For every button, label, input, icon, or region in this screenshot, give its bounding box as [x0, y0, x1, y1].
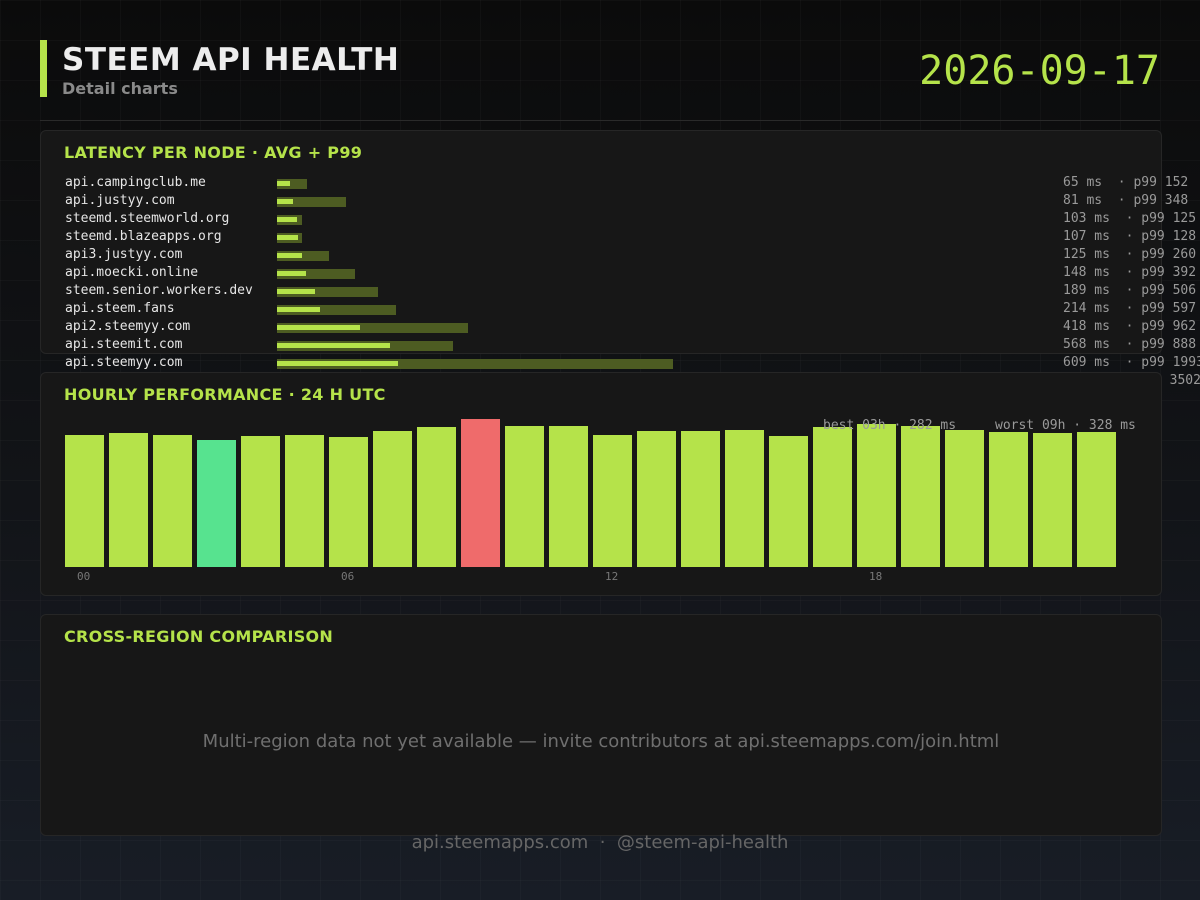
latency-avg-bar: [277, 181, 290, 186]
page-subtitle: Detail charts: [62, 79, 178, 98]
latency-p99-bar: [277, 179, 308, 189]
latency-avg-bar: [277, 289, 315, 294]
hourly-bar: [241, 435, 280, 567]
latency-p99-bar: [277, 359, 673, 369]
report-date: 2026-09-17: [919, 48, 1160, 94]
hourly-bar: [901, 426, 940, 567]
hourly-bar: [725, 430, 764, 567]
hourly-panel-title: HOURLY PERFORMANCE · 24 H UTC: [64, 385, 386, 404]
latency-avg-bar: [277, 199, 294, 204]
header-accent-bar: [40, 40, 47, 97]
latency-row: api.steemyy.com 609 ms · p99 1993: [41, 355, 1200, 373]
latency-stats: 103 ms · p99 125: [1063, 211, 1197, 226]
latency-row: steem.senior.workers.dev 189 ms · p99 506: [41, 283, 1200, 301]
latency-p99-bar: [277, 197, 347, 207]
hourly-bar: [417, 426, 456, 567]
latency-row: steemd.blazeapps.org 107 ms · p99 128: [41, 229, 1200, 247]
best-hour-label: best 03h · 282 ms: [823, 418, 957, 433]
latency-row: api.steem.fans 214 ms · p99 597: [41, 301, 1200, 319]
hourly-bar: [285, 434, 324, 567]
hourly-panel: HOURLY PERFORMANCE · 24 H UTC 00 06 12 18 b…: [40, 372, 1162, 596]
hourly-bar: [549, 426, 588, 567]
hourly-bar: [1033, 432, 1072, 567]
latency-stats: 125 ms · p99 260: [1063, 247, 1197, 262]
latency-p99-bar: [277, 287, 378, 297]
latency-avg-bar: [277, 325, 361, 330]
latency-node-name: steemd.steemworld.org: [65, 211, 230, 226]
footer: api.steemapps.com · @steem-api-health: [411, 832, 789, 853]
hourly-bar: [637, 430, 676, 567]
hourly-bar: [461, 419, 500, 567]
latency-node-name: api2.steemyy.com: [65, 319, 191, 334]
hourly-bar: [109, 433, 148, 567]
cross-region-panel: CROSS-REGION COMPARISON Multi-region dat…: [40, 614, 1162, 836]
hourly-bar: [857, 424, 896, 567]
latency-node-name: api.steem.fans: [65, 301, 175, 316]
latency-stats: 81 ms · p99 348: [1063, 193, 1189, 208]
hourly-bar: [593, 435, 632, 567]
page-title: STEEM API HEALTH: [62, 42, 400, 78]
worst-hour-label: worst 09h · 328 ms: [995, 418, 1136, 433]
hourly-bar: [769, 435, 808, 567]
latency-stats: 214 ms · p99 597: [1063, 301, 1197, 316]
hourly-tick-label: 18: [869, 570, 883, 583]
hourly-bar: [329, 437, 368, 567]
latency-avg-bar: [277, 307, 320, 312]
hourly-bar: [813, 426, 852, 567]
latency-row: api.steemit.com 568 ms · p99 888: [41, 337, 1200, 355]
latency-stats: 189 ms · p99 506: [1063, 283, 1197, 298]
latency-panel-title: LATENCY PER NODE · AVG + P99: [64, 143, 363, 162]
latency-row: api.justyy.com 81 ms · p99 348: [41, 193, 1200, 211]
latency-stats: 148 ms · p99 392: [1063, 265, 1197, 280]
hourly-bar: [945, 430, 984, 567]
latency-avg-bar: [277, 235, 299, 240]
hourly-bar: [989, 432, 1028, 567]
latency-row: api3.justyy.com 125 ms · p99 260: [41, 247, 1200, 265]
hourly-bar: [681, 430, 720, 567]
latency-p99-bar: [277, 269, 355, 279]
latency-node-name: steem.senior.workers.dev: [65, 283, 253, 298]
hourly-bar: [1077, 431, 1116, 567]
latency-node-name: api.moecki.online: [65, 265, 199, 280]
latency-node-name: api.steemit.com: [65, 337, 183, 352]
hourly-bar: [505, 426, 544, 567]
latency-panel: LATENCY PER NODE · AVG + P99 api.camping…: [40, 130, 1200, 388]
latency-p99-bar: [277, 305, 396, 315]
latency-row: api.moecki.online 148 ms · p99 392: [41, 265, 1200, 283]
hourly-bar: [373, 431, 412, 567]
latency-row: api.campingclub.me 65 ms · p99 152: [41, 175, 1200, 193]
latency-row: api2.steemyy.com 418 ms · p99 962: [41, 319, 1200, 337]
latency-stats: 65 ms · p99 152: [1063, 175, 1189, 190]
hourly-tick-label: 06: [341, 570, 355, 583]
latency-stats: 107 ms · p99 128: [1063, 229, 1197, 244]
cross-region-panel-title: CROSS-REGION COMPARISON: [64, 627, 334, 646]
hourly-bar: [65, 434, 104, 567]
hourly-tick-label: 12: [605, 570, 619, 583]
latency-stats: 418 ms · p99 962: [1063, 319, 1197, 334]
hourly-bar: [153, 435, 192, 567]
hourly-bar: [197, 439, 236, 567]
latency-avg-bar: [277, 343, 390, 348]
latency-avg-bar: [277, 253, 302, 258]
latency-avg-bar: [277, 271, 307, 276]
latency-avg-bar: [277, 217, 298, 222]
latency-node-name: steemd.blazeapps.org: [65, 229, 222, 244]
latency-p99-bar: [277, 323, 469, 333]
latency-stats: 568 ms · p99 888: [1063, 337, 1197, 352]
latency-stats: 609 ms · p99 1993: [1063, 355, 1200, 370]
latency-node-name: api.steemyy.com: [65, 355, 183, 370]
latency-p99-bar: [277, 251, 329, 261]
latency-node-name: api3.justyy.com: [65, 247, 183, 262]
latency-node-name: api.campingclub.me: [65, 175, 206, 190]
cross-region-empty-message: Multi-region data not yet available — in…: [202, 731, 1000, 752]
header-divider: [40, 120, 1160, 121]
hourly-tick-label: 00: [77, 570, 91, 583]
latency-node-name: api.justyy.com: [65, 193, 175, 208]
latency-avg-bar: [277, 361, 398, 366]
latency-row: steemd.steemworld.org 103 ms · p99 125: [41, 211, 1200, 229]
